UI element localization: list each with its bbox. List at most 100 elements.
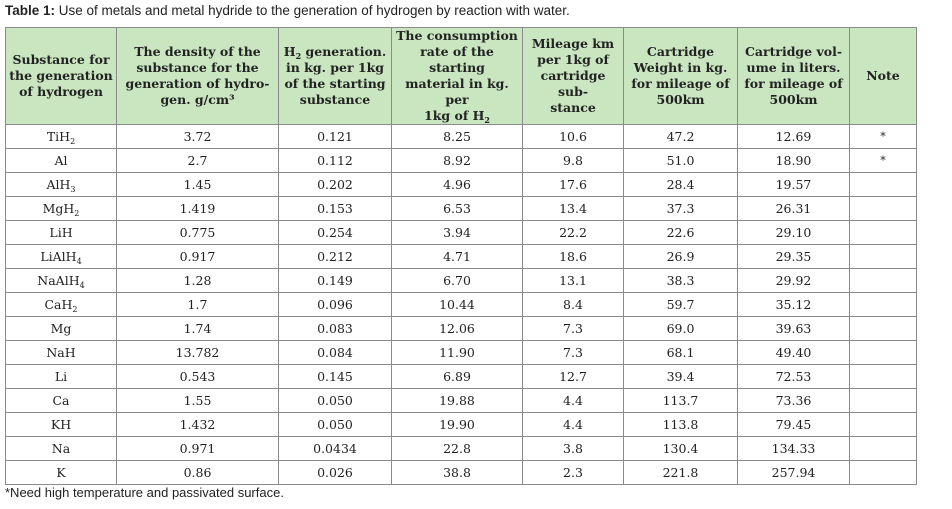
table-cell: 0.86 (116, 460, 279, 485)
table-cell: 51.0 (623, 148, 738, 173)
table-cell: 0.212 (278, 244, 392, 269)
table-row: K 0.86 0.026 38.8 2.3 221.8 257.94 (5, 460, 917, 485)
table-cell: 6.70 (391, 268, 523, 293)
table-cell: 4.71 (391, 244, 523, 269)
table-row: LiAlH4 0.917 0.212 4.71 18.6 26.9 29.35 (5, 244, 917, 269)
table-cell: 72.53 (737, 364, 850, 389)
substance-cell: MgH2 (5, 196, 117, 221)
table-cell: 0.0434 (278, 436, 392, 461)
column-header: Cartridge Weight in kg. for mileage of 500k… (623, 27, 738, 125)
table-cell: 47.2 (623, 124, 738, 149)
table-cell: 10.6 (522, 124, 624, 149)
substance-cell: NaAlH4 (5, 268, 117, 293)
table-row: AlH3 1.45 0.202 4.96 17.6 28.4 19.57 (5, 172, 917, 197)
table-cell: 8.92 (391, 148, 523, 173)
table-cell: 1.45 (116, 172, 279, 197)
table-header: Substance for the generation of hydrogen Th… (5, 27, 917, 125)
table-cell: 29.92 (737, 268, 850, 293)
table-caption: Table 1: Use of metals and metal hydride… (5, 3, 570, 18)
table-cell: 7.3 (522, 340, 624, 365)
note-cell (849, 268, 917, 293)
table-cell: 73.36 (737, 388, 850, 413)
table-cell: 13.1 (522, 268, 624, 293)
table-caption-text: Use of metals and metal hydride to the g… (55, 3, 570, 18)
table-cell: 39.63 (737, 316, 850, 341)
table-cell: 19.88 (391, 388, 523, 413)
table-row: CaH2 1.7 0.096 10.44 8.4 59.7 35.12 (5, 292, 917, 317)
table-cell: 0.121 (278, 124, 392, 149)
table-cell: 0.543 (116, 364, 279, 389)
note-cell (849, 388, 917, 413)
data-table: Substance for the generation of hydrogen Th… (5, 27, 917, 485)
substance-cell: Na (5, 436, 117, 461)
table-cell: 38.8 (391, 460, 523, 485)
table-cell: 8.25 (391, 124, 523, 149)
table-cell: 12.69 (737, 124, 850, 149)
note-cell (849, 316, 917, 341)
table-row: NaAlH4 1.28 0.149 6.70 13.1 38.3 29.92 (5, 268, 917, 293)
table-cell: 113.7 (623, 388, 738, 413)
substance-cell: Li (5, 364, 117, 389)
substance-cell: K (5, 460, 117, 485)
table-cell: 19.57 (737, 172, 850, 197)
footnote: *Need high temperature and passivated su… (5, 485, 284, 500)
table-cell: 134.33 (737, 436, 850, 461)
column-header: The consumption rate of the starting mater… (391, 27, 523, 125)
table-cell: 10.44 (391, 292, 523, 317)
column-header: H2 generation. in kg. per 1kg of the start… (278, 27, 392, 125)
table-cell: 12.06 (391, 316, 523, 341)
note-cell: * (849, 148, 917, 173)
table-cell: 1.432 (116, 412, 279, 437)
note-cell (849, 412, 917, 437)
column-header: Note (849, 27, 917, 125)
substance-cell: KH (5, 412, 117, 437)
table-cell: 0.096 (278, 292, 392, 317)
table-row: Ca 1.55 0.050 19.88 4.4 113.7 73.36 (5, 388, 917, 413)
table-cell: 26.31 (737, 196, 850, 221)
table-row: Li 0.543 0.145 6.89 12.7 39.4 72.53 (5, 364, 917, 389)
table-cell: 13.782 (116, 340, 279, 365)
table-row: NaH 13.782 0.084 11.90 7.3 68.1 49.40 (5, 340, 917, 365)
table-cell: 0.050 (278, 412, 392, 437)
table-cell: 29.10 (737, 220, 850, 245)
table-cell: 0.153 (278, 196, 392, 221)
table-cell: 49.40 (737, 340, 850, 365)
table-cell: 221.8 (623, 460, 738, 485)
note-cell (849, 196, 917, 221)
substance-cell: Al (5, 148, 117, 173)
table-cell: 113.8 (623, 412, 738, 437)
table-cell: 59.7 (623, 292, 738, 317)
column-header: Substance for the generation of hydrogen (5, 27, 117, 125)
table-cell: 0.202 (278, 172, 392, 197)
table-cell: 1.55 (116, 388, 279, 413)
table-cell: 39.4 (623, 364, 738, 389)
table-cell: 0.050 (278, 388, 392, 413)
table-row: MgH2 1.419 0.153 6.53 13.4 37.3 26.31 (5, 196, 917, 221)
table-cell: 79.45 (737, 412, 850, 437)
table-row: Na 0.971 0.0434 22.8 3.8 130.4 134.33 (5, 436, 917, 461)
table-cell: 0.083 (278, 316, 392, 341)
table-cell: 1.7 (116, 292, 279, 317)
table-cell: 22.6 (623, 220, 738, 245)
column-header: The density of the substance for the gener… (116, 27, 279, 125)
table-cell: 19.90 (391, 412, 523, 437)
table-cell: 18.6 (522, 244, 624, 269)
substance-cell: CaH2 (5, 292, 117, 317)
note-cell (849, 244, 917, 269)
table-cell: 0.917 (116, 244, 279, 269)
table-cell: 13.4 (522, 196, 624, 221)
table-cell: 0.149 (278, 268, 392, 293)
table-cell: 22.2 (522, 220, 624, 245)
table-cell: 2.3 (522, 460, 624, 485)
table-cell: 0.084 (278, 340, 392, 365)
table-row: Al 2.7 0.112 8.92 9.8 51.0 18.90 * (5, 148, 917, 173)
table-cell: 4.4 (522, 412, 624, 437)
table-row: LiH 0.775 0.254 3.94 22.2 22.6 29.10 (5, 220, 917, 245)
header-row: Substance for the generation of hydrogen Th… (5, 27, 917, 125)
table-cell: 4.4 (522, 388, 624, 413)
table-cell: 69.0 (623, 316, 738, 341)
table-cell: 1.74 (116, 316, 279, 341)
note-cell (849, 364, 917, 389)
substance-cell: TiH2 (5, 124, 117, 149)
table-cell: 18.90 (737, 148, 850, 173)
